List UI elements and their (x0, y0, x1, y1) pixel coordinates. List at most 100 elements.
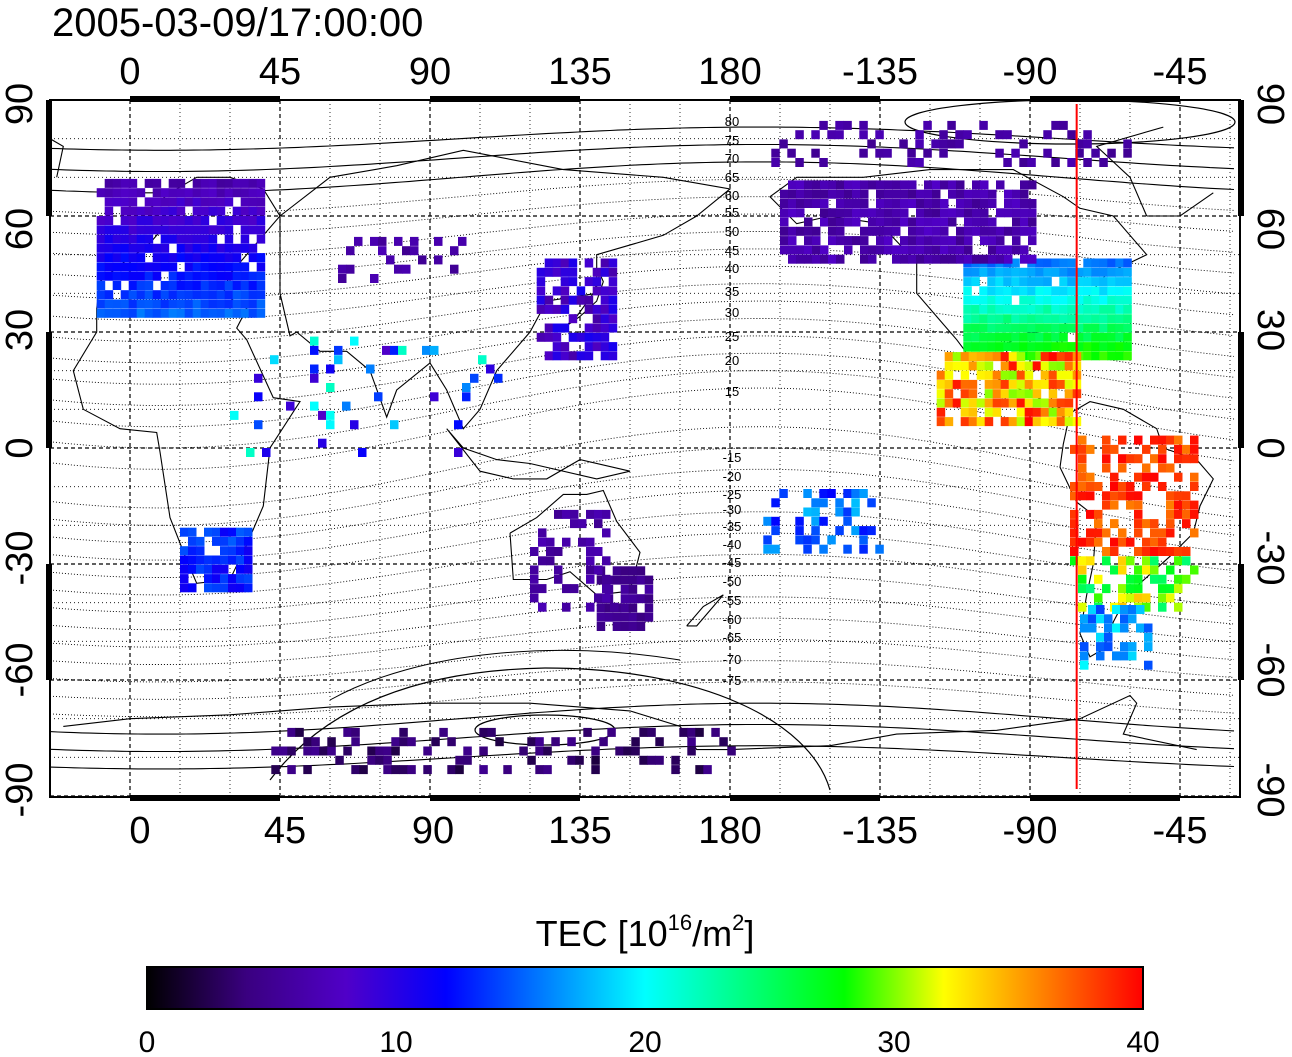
tec-pixel (892, 226, 901, 236)
tec-pixel (244, 574, 253, 584)
tec-pixel (1118, 528, 1127, 538)
tec-pixel (1094, 528, 1103, 538)
tec-pixel (546, 556, 555, 566)
tec-pixel (900, 236, 909, 246)
colorbar-tick-label: 20 (628, 1026, 661, 1057)
tec-pixel (1048, 379, 1058, 389)
tec-pixel (1083, 139, 1092, 149)
tec-pixel (128, 281, 138, 290)
tec-pixel (1016, 398, 1026, 408)
tec-pixel (876, 180, 885, 190)
tec-pixel (224, 234, 234, 244)
tec-pixel (1020, 199, 1029, 208)
tec-pixel (987, 332, 996, 342)
tec-pixel (338, 264, 347, 274)
tec-pixel (1094, 593, 1103, 603)
tec-pixel (136, 308, 146, 318)
tec-pixel (1115, 258, 1124, 268)
tec-pixel (602, 509, 611, 519)
tec-pixel (144, 234, 154, 244)
tec-pixel (120, 188, 130, 198)
tec-pixel (1024, 417, 1034, 427)
tec-pixel (600, 267, 610, 277)
tec-pixel (1056, 352, 1066, 362)
tec-pixel (128, 308, 138, 318)
tec-pixel (964, 254, 973, 264)
tec-pixel (224, 197, 234, 207)
tec-pixel (851, 526, 860, 536)
tec-pixel (804, 199, 813, 208)
tec-pixel (1051, 323, 1060, 333)
tec-pixel (600, 304, 610, 314)
tec-pixel (612, 612, 622, 622)
tec-pixel (1091, 286, 1100, 296)
tec-pixel (939, 130, 948, 140)
tec-pixel (1123, 304, 1132, 314)
tec-pixel (431, 737, 440, 747)
tec-pixel (811, 130, 820, 140)
tec-pixel (1099, 286, 1108, 296)
tec-pixel (503, 765, 512, 775)
tec-pixel (560, 277, 570, 287)
tec-pixel (120, 290, 130, 300)
tec-pixel (1059, 120, 1068, 130)
tec-pixel (1099, 267, 1108, 277)
tec-pixel (979, 342, 988, 352)
tec-pixel (892, 217, 901, 227)
tec-pixel (1086, 537, 1095, 547)
tec-pixel (554, 574, 563, 584)
tec-pixel (1142, 537, 1151, 547)
tec-pixel (1019, 286, 1028, 296)
tec-pixel (1166, 593, 1175, 603)
tec-pixel (796, 189, 805, 199)
tec-pixel (562, 537, 571, 547)
frame-tick-bar (46, 100, 52, 216)
tec-pixel (968, 352, 978, 362)
tec-pixel (608, 267, 618, 277)
tec-pixel (128, 188, 138, 198)
tec-pixel (812, 226, 821, 236)
tec-pixel (1083, 332, 1092, 342)
tec-pixel (1067, 295, 1076, 305)
tec-pixel (859, 130, 868, 140)
tec-pixel (188, 546, 197, 556)
tec-pixel (939, 148, 948, 158)
tec-pixel (788, 245, 797, 255)
tec-pixel (560, 304, 570, 314)
tec-pixel (594, 565, 603, 575)
tec-pixel (892, 199, 901, 208)
tec-pixel (843, 507, 852, 517)
tec-pixel (1136, 605, 1145, 614)
tec-pixel (359, 765, 368, 775)
tec-pixel (960, 389, 970, 399)
tec-pixel (987, 342, 996, 352)
tec-pixel (1008, 361, 1018, 371)
tec-pixel (908, 254, 917, 264)
tec-pixel (256, 234, 266, 244)
tec-pixel (1035, 332, 1044, 342)
tec-pixel (876, 199, 885, 208)
tec-pixel (1115, 286, 1124, 296)
tec-pixel (1078, 491, 1087, 501)
tec-pixel (1011, 267, 1020, 277)
tec-pixel (1174, 444, 1183, 454)
tec-pixel (811, 507, 820, 517)
tec-pixel (538, 602, 547, 612)
x-tick-label: -45 (1153, 810, 1208, 852)
tec-pixel (1043, 277, 1052, 287)
tec-pixel (1003, 323, 1012, 333)
tec-pixel (968, 407, 978, 417)
tec-pixel (980, 189, 989, 199)
tec-pixel (208, 271, 218, 281)
tec-pixel (1056, 417, 1066, 427)
tec-pixel (1174, 547, 1183, 556)
tec-pixel (827, 489, 836, 498)
tec-pixel (795, 130, 804, 140)
tec-pixel (1051, 332, 1060, 342)
tec-pixel (1118, 463, 1127, 473)
tec-pixel (671, 765, 680, 775)
tec-pixel (136, 271, 146, 281)
tec-pixel (1075, 314, 1084, 324)
tec-pixel (1102, 547, 1111, 556)
tec-pixel (216, 178, 226, 188)
